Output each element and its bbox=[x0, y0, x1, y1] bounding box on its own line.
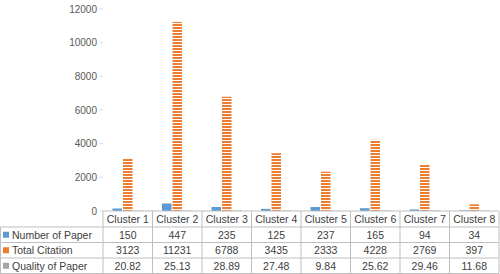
x-tick-label: Cluster 3 bbox=[206, 213, 248, 225]
legend-label: Quality of Paper bbox=[12, 260, 88, 272]
chart: 020004000600080001000012000Cluster 1Clus… bbox=[0, 0, 500, 274]
table-border bbox=[499, 211, 500, 274]
legend-label: Number of Paper bbox=[12, 229, 92, 241]
y-tick bbox=[100, 143, 103, 144]
table-value: 6788 bbox=[215, 244, 239, 256]
table-value: 237 bbox=[317, 229, 335, 241]
legend-label: Total Citation bbox=[12, 244, 73, 256]
table-value: 2769 bbox=[413, 244, 437, 256]
table-value: 34 bbox=[468, 229, 480, 241]
table-border bbox=[251, 211, 252, 274]
table-value: 3435 bbox=[265, 244, 289, 256]
table-value: 4228 bbox=[364, 244, 388, 256]
bar bbox=[123, 158, 133, 211]
table-value: 29.46 bbox=[412, 260, 438, 272]
legend-swatch bbox=[3, 263, 9, 269]
table-border bbox=[1, 227, 500, 228]
bar bbox=[321, 172, 331, 211]
y-tick-label: 12000 bbox=[69, 4, 97, 15]
table-value: 25.62 bbox=[362, 260, 388, 272]
y-tick bbox=[100, 76, 103, 77]
x-tick-label: Cluster 5 bbox=[305, 213, 347, 225]
table-value: 9.84 bbox=[316, 260, 337, 272]
table-value: 3123 bbox=[116, 244, 140, 256]
y-axis: 0 2000 4000 6000 8000 10000 12000 bbox=[69, 4, 103, 217]
table-value: 94 bbox=[419, 229, 431, 241]
table-value: 235 bbox=[218, 229, 236, 241]
table-border bbox=[1, 242, 500, 243]
table-value: 397 bbox=[465, 244, 483, 256]
table-value: 2333 bbox=[314, 244, 338, 256]
table-border bbox=[0, 227, 1, 274]
table-value: 447 bbox=[168, 229, 186, 241]
y-tick-label: 0 bbox=[91, 206, 97, 217]
bar bbox=[212, 207, 222, 211]
bar bbox=[420, 164, 430, 211]
legend-swatch bbox=[3, 247, 9, 253]
y-tick-label: 6000 bbox=[75, 105, 98, 116]
x-tick-label: Cluster 8 bbox=[453, 213, 495, 225]
table-border bbox=[1, 258, 500, 259]
x-tick-label: Cluster 6 bbox=[354, 213, 396, 225]
table-value: 150 bbox=[119, 229, 137, 241]
table-value: 28.89 bbox=[214, 260, 240, 272]
table-value: 25.13 bbox=[164, 260, 190, 272]
y-tick-label: 2000 bbox=[75, 172, 98, 183]
y-tick bbox=[100, 9, 103, 10]
table-border bbox=[449, 211, 450, 274]
x-tick-label: Cluster 4 bbox=[255, 213, 297, 225]
y-tick-label: 4000 bbox=[75, 138, 98, 149]
table-value: 20.82 bbox=[115, 260, 141, 272]
table-value: 125 bbox=[267, 229, 285, 241]
x-tick-label: Cluster 1 bbox=[107, 213, 149, 225]
table-border bbox=[350, 211, 351, 274]
table-border bbox=[400, 211, 401, 274]
x-tick-label: Cluster 7 bbox=[404, 213, 446, 225]
bar bbox=[371, 140, 381, 211]
table-value: 11231 bbox=[163, 244, 192, 256]
legend-swatch bbox=[3, 232, 9, 238]
y-tick bbox=[100, 177, 103, 178]
x-tick-label: Cluster 2 bbox=[156, 213, 198, 225]
y-tick-label: 8000 bbox=[75, 71, 98, 82]
table-border bbox=[202, 211, 203, 274]
bar bbox=[162, 203, 172, 211]
bars bbox=[113, 22, 490, 211]
table-value: 27.48 bbox=[263, 260, 289, 272]
bar bbox=[222, 97, 232, 211]
data-table: Cluster 1 Cluster 2 Cluster 3 Cluster 4 Clus… bbox=[1, 211, 500, 274]
table-border bbox=[1, 273, 500, 274]
table-border bbox=[103, 211, 104, 274]
bar bbox=[272, 153, 282, 211]
table-border bbox=[152, 211, 153, 274]
table-value: 165 bbox=[366, 229, 384, 241]
bar bbox=[470, 204, 480, 211]
y-tick-label: 10000 bbox=[69, 37, 97, 48]
table-value: 11.68 bbox=[462, 260, 488, 272]
y-tick bbox=[100, 42, 103, 43]
bar bbox=[173, 22, 183, 211]
y-tick bbox=[100, 110, 103, 111]
bar bbox=[311, 207, 321, 211]
table-border bbox=[301, 211, 302, 274]
